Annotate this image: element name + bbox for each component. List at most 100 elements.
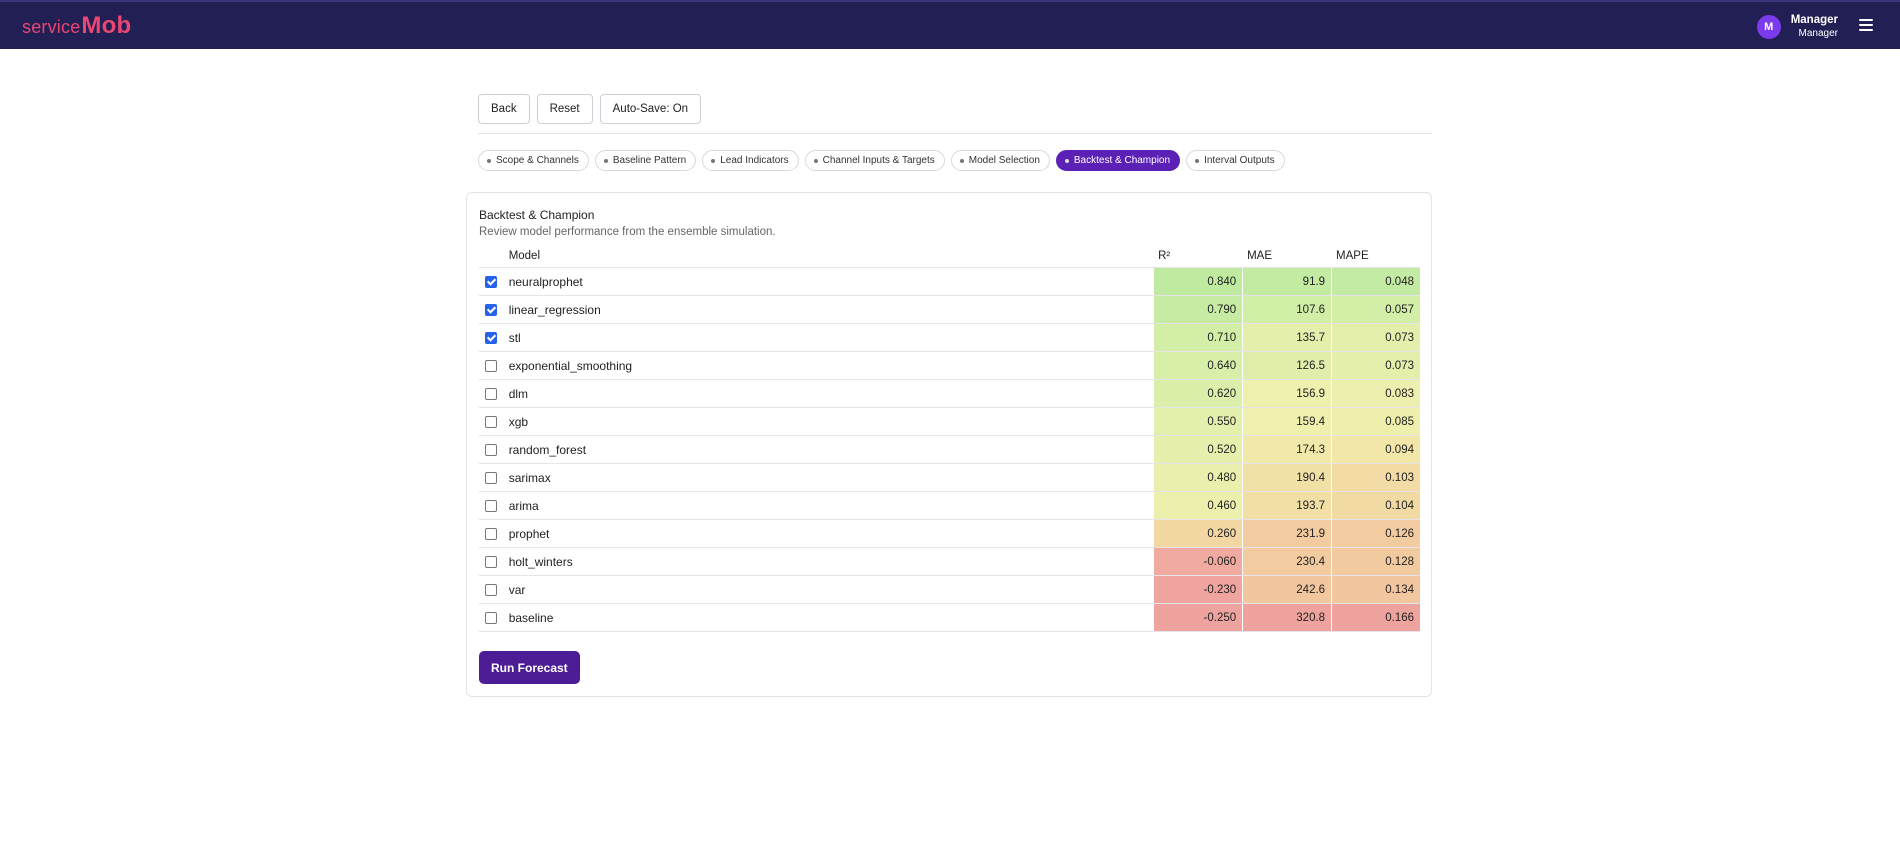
model-checkbox[interactable]	[485, 359, 497, 372]
cell-mae: 320.8	[1242, 604, 1332, 631]
logo[interactable]: service Mob	[22, 12, 132, 41]
cell-mape: 0.094	[1331, 436, 1420, 463]
step-tab[interactable]: Model Selection	[950, 150, 1050, 171]
model-name: arima	[508, 498, 539, 513]
avatar[interactable]: M	[1756, 15, 1781, 39]
header-model[interactable]: Model	[508, 249, 541, 262]
step-label: Scope & Channels	[496, 155, 579, 166]
cell-mape: 0.134	[1331, 576, 1420, 603]
model-checkbox[interactable]	[485, 527, 497, 540]
cell-r2: 0.260	[1153, 520, 1243, 547]
user-menu[interactable]: M Manager Manager	[1756, 13, 1838, 41]
table-row: random_forest 0.520 174.3 0.094	[479, 436, 1420, 464]
cell-r2: 0.840	[1153, 268, 1243, 295]
reset-button[interactable]: Reset	[536, 94, 593, 124]
hamburger-menu-icon[interactable]	[1859, 19, 1873, 31]
model-checkbox[interactable]	[485, 471, 497, 484]
table-body: neuralprophet 0.840 91.9 0.048 linear_regres…	[479, 268, 1420, 632]
model-checkbox[interactable]	[485, 331, 497, 344]
model-name: prophet	[508, 526, 550, 541]
toolbar-divider	[478, 133, 1432, 134]
step-label: Backtest & Champion	[1073, 155, 1171, 166]
autosave-toggle-button[interactable]: Auto-Save: On	[599, 94, 702, 124]
step-dot-icon	[959, 158, 964, 163]
cell-mape: 0.166	[1331, 604, 1420, 631]
step-label: Model Selection	[968, 155, 1040, 166]
run-forecast-button[interactable]: Run Forecast	[479, 651, 580, 684]
step-tab[interactable]: Interval Outputs	[1186, 150, 1285, 171]
model-checkbox[interactable]	[485, 555, 497, 568]
step-tab[interactable]: Scope & Channels	[478, 150, 589, 171]
cell-mae: 231.9	[1242, 520, 1332, 547]
cell-mae: 174.3	[1242, 436, 1332, 463]
step-dot-icon	[603, 158, 608, 163]
cell-mape: 0.057	[1331, 296, 1420, 323]
model-checkbox[interactable]	[485, 303, 497, 316]
cell-mape: 0.085	[1331, 408, 1420, 435]
table-header: Model R² MAE MAPE	[479, 244, 1420, 268]
backtest-card: Backtest & Champion Review model perform…	[466, 192, 1432, 697]
model-name: holt_winters	[508, 554, 573, 569]
logo-mark: Mob	[81, 12, 132, 39]
cell-mape: 0.073	[1331, 352, 1420, 379]
model-checkbox[interactable]	[485, 415, 497, 428]
cell-r2: 0.640	[1153, 352, 1243, 379]
cell-r2: -0.250	[1153, 604, 1243, 631]
model-name: neuralprophet	[508, 274, 583, 289]
cell-r2: 0.550	[1153, 408, 1243, 435]
cell-r2: -0.060	[1153, 548, 1243, 575]
header-mape[interactable]: MAPE	[1336, 249, 1369, 262]
cell-r2: 0.710	[1153, 324, 1243, 351]
model-checkbox[interactable]	[485, 499, 497, 512]
cell-mae: 135.7	[1242, 324, 1332, 351]
cell-r2: 0.480	[1153, 464, 1243, 491]
back-button[interactable]: Back	[478, 94, 530, 124]
model-checkbox[interactable]	[485, 611, 497, 624]
step-label: Baseline Pattern	[612, 155, 687, 166]
model-name: xgb	[508, 414, 529, 429]
cell-r2: 0.520	[1153, 436, 1243, 463]
cell-mape: 0.104	[1331, 492, 1420, 519]
step-dot-icon	[813, 158, 818, 163]
table-row: stl 0.710 135.7 0.073	[479, 324, 1420, 352]
table-row: var -0.230 242.6 0.134	[479, 576, 1420, 604]
step-tab[interactable]: Backtest & Champion	[1055, 150, 1181, 171]
step-dot-icon	[711, 158, 716, 163]
step-tab[interactable]: Channel Inputs & Targets	[804, 150, 945, 171]
logo-text: service	[22, 16, 81, 37]
header-mae[interactable]: MAE	[1247, 249, 1272, 262]
backtest-table: Model R² MAE MAPE neuralprophet 0.840 91.9…	[479, 244, 1420, 632]
table-row: sarimax 0.480 190.4 0.103	[479, 464, 1420, 492]
cell-r2: 0.460	[1153, 492, 1243, 519]
cell-mape: 0.126	[1331, 520, 1420, 547]
cell-mape: 0.128	[1331, 548, 1420, 575]
table-row: arima 0.460 193.7 0.104	[479, 492, 1420, 520]
cell-mape: 0.048	[1331, 268, 1420, 295]
model-checkbox[interactable]	[485, 387, 497, 400]
table-row: neuralprophet 0.840 91.9 0.048	[479, 268, 1420, 296]
user-name: Manager	[1790, 14, 1838, 26]
user-info: Manager Manager	[1791, 14, 1838, 40]
step-dot-icon	[1064, 158, 1069, 163]
card-subtitle: Review model performance from the ensemb…	[479, 226, 776, 238]
model-name: exponential_smoothing	[508, 358, 633, 373]
cell-mape: 0.073	[1331, 324, 1420, 351]
cell-mape: 0.083	[1331, 380, 1420, 407]
model-name: sarimax	[508, 470, 551, 485]
model-name: dlm	[508, 386, 529, 401]
step-label: Lead Indicators	[720, 155, 789, 166]
cell-r2: 0.620	[1153, 380, 1243, 407]
step-tab[interactable]: Lead Indicators	[702, 150, 799, 171]
header-r2[interactable]: R²	[1158, 249, 1171, 262]
model-checkbox[interactable]	[485, 443, 497, 456]
model-checkbox[interactable]	[485, 275, 497, 288]
table-row: linear_regression 0.790 107.6 0.057	[479, 296, 1420, 324]
model-name: var	[508, 582, 526, 597]
model-name: baseline	[508, 610, 554, 625]
cell-r2: -0.230	[1153, 576, 1243, 603]
wizard-steps: Scope & Channels Baseline Pattern Lead Ind…	[478, 150, 1285, 171]
step-tab[interactable]: Baseline Pattern	[594, 150, 697, 171]
model-checkbox[interactable]	[485, 583, 497, 596]
cell-mae: 159.4	[1242, 408, 1332, 435]
step-label: Interval Outputs	[1204, 155, 1275, 166]
